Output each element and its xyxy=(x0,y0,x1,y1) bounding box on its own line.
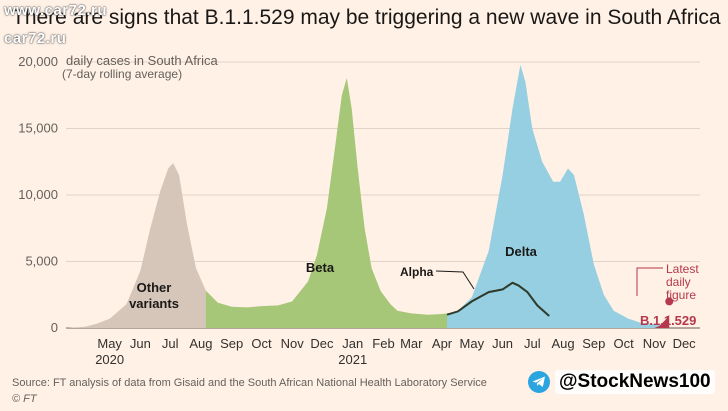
alpha-leader-line xyxy=(435,270,475,290)
y-tick-label: 0 xyxy=(51,320,58,335)
copyright: © FT xyxy=(12,393,37,405)
latest-figure-dot xyxy=(665,297,674,306)
watermark-line-1: www.car72.ru xyxy=(4,2,107,19)
delta-label: Delta xyxy=(505,244,538,259)
series-area-b-1-1-529 xyxy=(654,314,670,328)
other-variants-label-line1: Other xyxy=(137,280,172,295)
x-tick-label: Nov xyxy=(643,336,667,351)
watermark-line-2: car72.ru xyxy=(4,30,67,47)
x-year-label: 2020 xyxy=(95,352,124,367)
channel-badge[interactable]: @StockNews100 xyxy=(528,368,715,396)
series-area-delta xyxy=(447,64,666,328)
x-tick-label: Dec xyxy=(310,336,334,351)
latest-figure-line2: daily xyxy=(666,275,691,289)
series-alpha-line xyxy=(446,281,550,317)
y-tick-label: 10,000 xyxy=(18,187,58,202)
x-tick-label: Aug xyxy=(189,336,212,351)
series-areas xyxy=(66,64,670,328)
x-tick-label: Jun xyxy=(492,336,513,351)
y-tick-label: 15,000 xyxy=(18,121,58,136)
y-axis-note: (7-day rolling average) xyxy=(62,67,182,81)
telegram-icon[interactable] xyxy=(528,371,550,393)
x-tick-label: Nov xyxy=(281,336,305,351)
chart-title: There are signs that B.1.1.529 may be tr… xyxy=(12,6,721,29)
channel-handle[interactable]: @StockNews100 xyxy=(555,370,715,394)
y-axis-label: daily cases in South Africa xyxy=(66,53,219,68)
x-tick-label: Jul xyxy=(524,336,541,351)
x-tick-label: Oct xyxy=(251,336,272,351)
x-tick-label: Mar xyxy=(400,336,423,351)
source-note: Source: FT analysis of data from Gisaid … xyxy=(12,377,487,389)
annotations: Other variants Beta Alpha Delta B.1.1.52… xyxy=(129,244,699,328)
x-tick-label: Jun xyxy=(130,336,151,351)
latest-figure-line1: Latest xyxy=(666,262,699,276)
alpha-label: Alpha xyxy=(400,265,434,279)
x-tick-label: May xyxy=(460,336,485,351)
x-tick-label: Jan xyxy=(342,336,363,351)
other-variants-label-line2: variants xyxy=(129,296,179,311)
x-tick-label: May xyxy=(97,336,122,351)
y-tick-label: 5,000 xyxy=(25,254,58,269)
series-area-other-variants xyxy=(66,163,666,328)
x-tick-label: Oct xyxy=(613,336,634,351)
x-tick-label: Sep xyxy=(582,336,605,351)
beta-label: Beta xyxy=(306,260,335,275)
x-year-label: 2021 xyxy=(338,352,367,367)
latest-leader-line xyxy=(636,267,663,296)
x-tick-label: Aug xyxy=(552,336,575,351)
omicron-label: B.1.1.529 xyxy=(640,313,696,328)
y-tick-label: 20,000 xyxy=(18,54,58,69)
x-tick-label: Jul xyxy=(162,336,179,351)
latest-figure-line3: figure xyxy=(666,288,696,302)
x-tick-label: Dec xyxy=(673,336,697,351)
x-tick-label: Apr xyxy=(432,336,453,351)
x-tick-label: Feb xyxy=(372,336,394,351)
x-tick-label: Sep xyxy=(220,336,243,351)
y-axis-ticks: 0 5,000 10,000 15,000 20,000 xyxy=(18,54,58,335)
